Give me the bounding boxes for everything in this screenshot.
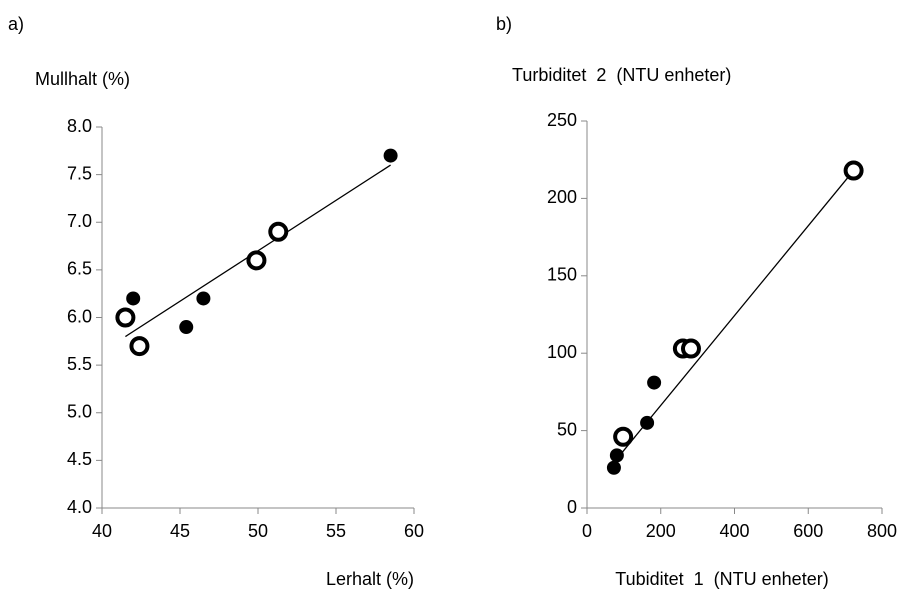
- x-axis-label: Lerhalt (%): [326, 569, 414, 589]
- x-tick-label: 45: [170, 521, 190, 541]
- y-tick-label: 4.5: [67, 449, 92, 469]
- open-point: [843, 160, 864, 181]
- y-tick-label: 250: [547, 110, 577, 130]
- x-tick-label: 0: [582, 521, 592, 541]
- x-tick-label: 40: [92, 521, 112, 541]
- open-point: [613, 426, 634, 447]
- panel-label: b): [496, 14, 512, 34]
- x-tick-label: 400: [719, 521, 749, 541]
- open-point: [115, 307, 136, 328]
- y-tick-label: 8.0: [67, 116, 92, 136]
- filled-point: [126, 291, 141, 306]
- x-axis-label: Tubiditet 1 (NTU enheter): [615, 569, 828, 589]
- x-tick-label: 600: [793, 521, 823, 541]
- filled-point: [383, 148, 398, 163]
- y-tick-label: 6.0: [67, 306, 92, 326]
- y-tick-label: 7.5: [67, 163, 92, 183]
- x-tick-label: 55: [326, 521, 346, 541]
- y-tick-label: 5.0: [67, 402, 92, 422]
- x-tick-label: 800: [867, 521, 897, 541]
- x-tick-label: 200: [646, 521, 676, 541]
- filled-point: [609, 448, 624, 463]
- open-point: [246, 250, 267, 271]
- y-axis-label: Turbiditet 2 (NTU enheter): [512, 65, 731, 85]
- y-tick-label: 6.5: [67, 259, 92, 279]
- y-tick-label: 5.5: [67, 354, 92, 374]
- y-tick-label: 0: [567, 497, 577, 517]
- y-tick-label: 150: [547, 265, 577, 285]
- y-axis-label: Mullhalt (%): [35, 69, 130, 89]
- y-tick-label: 50: [557, 419, 577, 439]
- y-tick-label: 7.0: [67, 211, 92, 231]
- y-tick-label: 100: [547, 342, 577, 362]
- x-tick-label: 50: [248, 521, 268, 541]
- y-tick-label: 200: [547, 187, 577, 207]
- y-tick-label: 4.0: [67, 497, 92, 517]
- filled-point: [640, 415, 655, 430]
- panel-label: a): [8, 14, 24, 34]
- x-tick-label: 60: [404, 521, 424, 541]
- open-point: [129, 336, 150, 357]
- filled-point: [606, 460, 621, 475]
- filled-point: [647, 375, 662, 390]
- open-point: [268, 221, 289, 242]
- open-point: [680, 338, 701, 359]
- filled-point: [179, 320, 194, 335]
- trend-line: [614, 170, 855, 462]
- filled-point: [196, 291, 211, 306]
